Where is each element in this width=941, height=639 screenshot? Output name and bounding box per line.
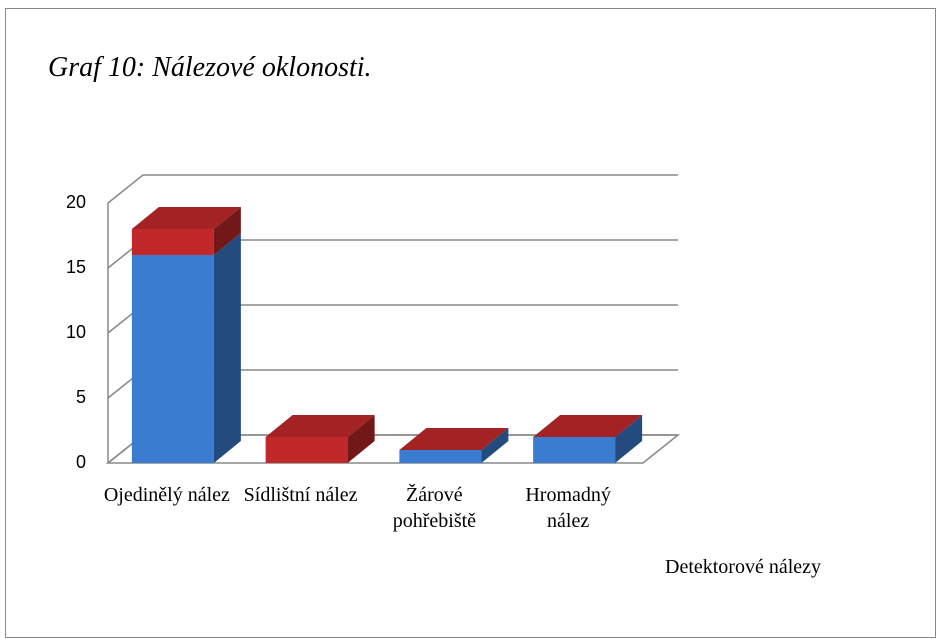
bar — [399, 450, 482, 463]
y-tick-label: 20 — [66, 192, 86, 212]
x-tick-label: Hromadný nález — [525, 484, 611, 532]
bar-top — [533, 415, 643, 437]
bar-top — [265, 415, 375, 437]
bar — [265, 437, 348, 463]
bar — [533, 437, 616, 463]
legend-label: Detektorové nálezy — [665, 556, 822, 578]
legend: Detektorové nálezy — [665, 556, 821, 579]
y-tick-label: 0 — [76, 452, 86, 472]
bar-side — [213, 233, 241, 463]
bar-top — [399, 428, 509, 450]
y-tick-label: 5 — [76, 387, 86, 407]
bar-side — [615, 415, 643, 463]
y-tick-label: 15 — [66, 257, 86, 277]
bar-side — [213, 207, 241, 255]
frame — [5, 8, 936, 638]
chart-title: Graf 10: Nálezové oklonosti. — [48, 52, 372, 83]
bar-side — [481, 428, 509, 463]
bar — [131, 229, 214, 255]
y-tick-label: 10 — [66, 322, 86, 342]
bar-top — [131, 207, 241, 229]
bar — [131, 255, 214, 463]
grid-line — [107, 174, 678, 204]
bar-side — [347, 415, 375, 463]
x-tick-label: Žárové pohřebiště — [392, 484, 477, 532]
x-tick-label: Ojedinělý nález — [103, 484, 230, 506]
x-tick-label: Sídlištní nález — [243, 484, 358, 506]
